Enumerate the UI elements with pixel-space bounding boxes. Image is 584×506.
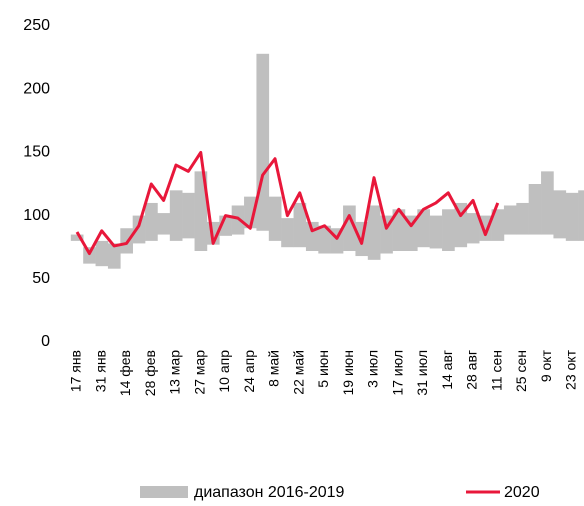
- x-tick-label: 5 июн: [315, 350, 331, 388]
- range-bar: [83, 247, 96, 264]
- y-tick-label: 200: [23, 80, 50, 97]
- range-bar: [429, 215, 443, 249]
- range-bar: [491, 209, 505, 241]
- range-bar: [281, 218, 294, 248]
- range-bar: [367, 205, 381, 260]
- range-bar: [466, 213, 480, 244]
- range-bar: [417, 209, 430, 248]
- x-tick-label: 24 апр: [241, 350, 257, 393]
- x-tick-label: 28 фев: [142, 350, 158, 396]
- x-tick-label: 27 мар: [191, 350, 207, 395]
- range-bar: [442, 209, 455, 251]
- range-bar: [182, 192, 195, 239]
- range-bar: [565, 192, 579, 241]
- x-tick-label: 17 июл: [389, 350, 405, 396]
- x-tick-label: 13 мар: [167, 350, 183, 395]
- x-tick-label: 8 май: [266, 350, 282, 387]
- legend-label: 2020: [504, 484, 540, 501]
- range-bar: [578, 190, 584, 241]
- x-tick-label: 31 янв: [92, 350, 108, 392]
- x-tick-label: 25 сен: [513, 350, 529, 392]
- range-bar: [541, 171, 554, 235]
- range-bar: [392, 209, 406, 251]
- x-tick-label: 10 апр: [216, 350, 232, 393]
- range-bar: [70, 234, 84, 241]
- range-bar: [343, 205, 356, 251]
- x-tick-label: 9 окт: [538, 349, 554, 382]
- range-bar: [145, 202, 158, 241]
- x-tick-label: 17 янв: [68, 350, 84, 392]
- range-bar: [454, 202, 468, 248]
- y-tick-label: 250: [23, 17, 50, 34]
- range-bar: [107, 243, 121, 269]
- range-bar: [305, 221, 319, 251]
- y-tick-label: 0: [41, 333, 50, 350]
- x-tick-label: 14 авг: [439, 350, 455, 390]
- y-tick-label: 50: [32, 270, 50, 287]
- range-bar: [293, 202, 307, 248]
- x-tick-label: 11 сен: [488, 350, 504, 391]
- range-bar: [516, 202, 529, 235]
- x-tick-label: 28 авг: [464, 350, 480, 390]
- range-bar: [95, 240, 109, 267]
- plot: 0 50 100 150 200 250 17 янв 31 янв 14 фев 28 фев 1…: [23, 17, 584, 396]
- range-bar: [256, 53, 270, 231]
- range-bar: [169, 190, 183, 241]
- range-bar: [528, 184, 542, 235]
- x-tick-label: 14 фев: [117, 350, 133, 396]
- range-bar: [503, 205, 517, 235]
- y-tick-label: 100: [23, 207, 50, 224]
- y-tick-label: 150: [23, 144, 50, 161]
- x-tick-label: 22 май: [290, 350, 306, 395]
- line-2020: [75, 150, 500, 256]
- legend-swatch-band: [140, 486, 188, 498]
- range-bar: [132, 215, 146, 244]
- x-tick-label: 19 июн: [340, 350, 356, 396]
- range-bar: [553, 190, 567, 239]
- legend-label: диапазон 2016-2019: [194, 484, 345, 501]
- range-bar: [404, 215, 418, 251]
- range-bar: [318, 225, 331, 254]
- x-tick-label: 31 июл: [414, 350, 430, 396]
- range-bar: [157, 213, 171, 235]
- range-bar: [194, 171, 208, 251]
- x-tick-label: 3 июл: [365, 350, 381, 388]
- x-tick-label: 23 окт: [563, 349, 579, 390]
- range-bar: [268, 196, 282, 241]
